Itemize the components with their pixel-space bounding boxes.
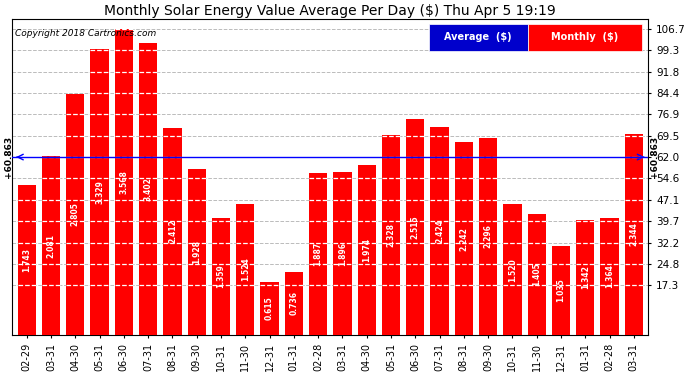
Text: 0.615: 0.615 [265, 297, 274, 320]
Text: 3.329: 3.329 [95, 180, 104, 204]
Bar [236, 204, 255, 335]
Text: Monthly  ($): Monthly ($) [551, 33, 618, 42]
Bar [164, 128, 181, 335]
Bar [115, 28, 133, 335]
Bar [600, 218, 619, 335]
Bar [139, 43, 157, 335]
Text: 2.242: 2.242 [460, 227, 469, 251]
Text: 1.405: 1.405 [532, 263, 541, 286]
Bar [188, 170, 206, 335]
Bar [528, 214, 546, 335]
Text: 0.736: 0.736 [289, 291, 298, 315]
Text: 2.805: 2.805 [71, 202, 80, 226]
Bar [552, 246, 570, 335]
Text: 2.515: 2.515 [411, 215, 420, 239]
Text: 2.344: 2.344 [629, 222, 638, 246]
Bar [309, 173, 327, 335]
Text: 1.928: 1.928 [193, 240, 201, 264]
Bar [406, 119, 424, 335]
Text: 1.887: 1.887 [314, 242, 323, 266]
Text: 1.364: 1.364 [605, 264, 614, 288]
Text: 3.402: 3.402 [144, 177, 152, 201]
Bar [455, 142, 473, 335]
Text: 2.296: 2.296 [484, 224, 493, 248]
Bar [42, 156, 60, 335]
Text: 2.328: 2.328 [386, 223, 395, 247]
Bar [285, 272, 303, 335]
Text: 3.568: 3.568 [119, 170, 128, 194]
Text: Copyright 2018 Cartronics.com: Copyright 2018 Cartronics.com [15, 29, 157, 38]
Bar [333, 172, 351, 335]
Bar [431, 127, 448, 335]
FancyBboxPatch shape [528, 24, 642, 51]
Text: +60.863: +60.863 [4, 136, 13, 178]
Bar [212, 218, 230, 335]
Text: 1.743: 1.743 [22, 248, 31, 272]
Text: 2.424: 2.424 [435, 219, 444, 243]
Bar [18, 185, 36, 335]
Bar [357, 165, 376, 335]
Bar [624, 134, 643, 335]
Text: 1.359: 1.359 [217, 265, 226, 288]
Bar [90, 49, 109, 335]
Text: 1.524: 1.524 [241, 258, 250, 281]
Text: 1.896: 1.896 [338, 242, 347, 266]
Bar [576, 220, 594, 335]
Text: 2.412: 2.412 [168, 219, 177, 243]
Text: 1.520: 1.520 [508, 258, 517, 282]
Bar [479, 138, 497, 335]
Text: Average  ($): Average ($) [444, 33, 512, 42]
Text: 2.081: 2.081 [46, 234, 55, 258]
Text: 1.342: 1.342 [581, 266, 590, 289]
Text: +60.863: +60.863 [650, 136, 659, 178]
Bar [503, 204, 522, 335]
Text: 1.035: 1.035 [557, 279, 566, 302]
Title: Monthly Solar Energy Value Average Per Day ($) Thu Apr 5 19:19: Monthly Solar Energy Value Average Per D… [104, 4, 556, 18]
FancyBboxPatch shape [429, 24, 528, 51]
Text: 1.974: 1.974 [362, 238, 371, 262]
Bar [260, 282, 279, 335]
Bar [382, 135, 400, 335]
Bar [66, 94, 84, 335]
